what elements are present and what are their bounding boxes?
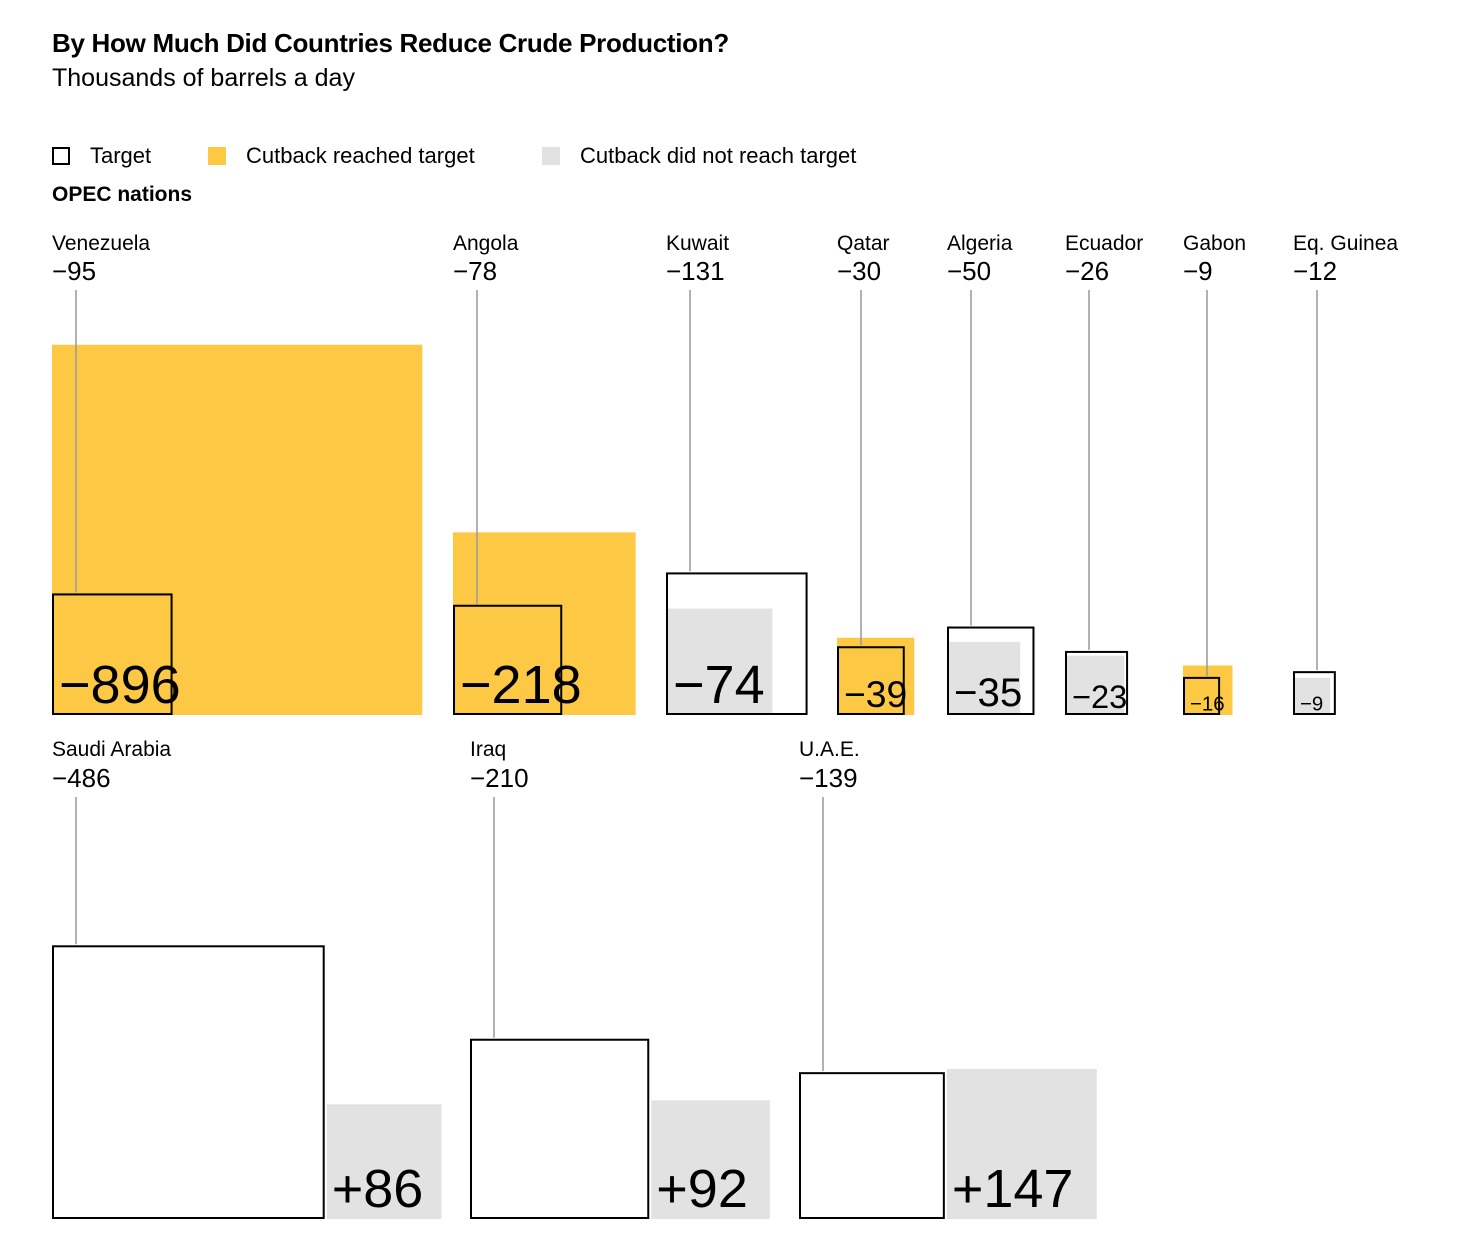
target-square-iraq (470, 1038, 650, 1220)
country-group-algeria: Algeria−50 −35 (947, 232, 1035, 715)
target-square-kuwait (666, 572, 808, 715)
actual-value-venezuela: −896 (59, 655, 181, 715)
country-name-angola: Angola (453, 232, 519, 255)
actual-value-ecuador: −23 (1072, 678, 1127, 715)
country-name-saudi-arabia: Saudi Arabia (52, 738, 171, 761)
target-square-algeria (947, 626, 1035, 715)
actual-square-qatar (837, 637, 915, 715)
country-group-gabon: Gabon−9 −16 (1183, 232, 1246, 716)
legend-swatch-reached (208, 147, 226, 165)
actual-value-iraq: +92 (656, 1159, 748, 1219)
country-group-iraq: Iraq−210 +92 (470, 738, 770, 1219)
target-square-saudi-arabia (52, 945, 325, 1219)
group-label-opec: OPEC nations (52, 183, 193, 206)
target-value-kuwait: −131 (666, 256, 725, 286)
legend-swatch-target (52, 147, 70, 165)
actual-value-kuwait: −74 (673, 655, 765, 715)
target-square-qatar (837, 646, 905, 715)
country-group-saudi-arabia: Saudi Arabia−486 +86 (52, 738, 442, 1219)
target-value-ecuador: −26 (1065, 256, 1109, 286)
country-name-algeria: Algeria (947, 232, 1013, 255)
actual-square-iraq (651, 1100, 770, 1219)
target-square-eq-guinea (1293, 671, 1336, 715)
country-name-gabon: Gabon (1183, 232, 1246, 255)
target-square-u-a-e (799, 1072, 945, 1219)
target-value-u-a-e: −139 (799, 763, 858, 793)
target-square-ecuador (1065, 650, 1129, 715)
actual-square-algeria (947, 641, 1021, 715)
actual-value-saudi-arabia: +86 (332, 1159, 424, 1219)
actual-value-u-a-e: +147 (952, 1159, 1074, 1219)
target-value-venezuela: −95 (52, 256, 96, 286)
country-group-kuwait: Kuwait−131 −74 (666, 232, 808, 715)
legend-label-not-reached: Cutback did not reach target (580, 143, 857, 168)
country-name-venezuela: Venezuela (52, 232, 150, 255)
country-group-eq-guinea: Eq. Guinea−12 −9 (1293, 232, 1398, 716)
country-name-iraq: Iraq (470, 738, 506, 761)
target-value-saudi-arabia: −486 (52, 763, 111, 793)
actual-square-angola (453, 532, 636, 715)
actual-value-eq-guinea: −9 (1300, 694, 1323, 716)
country-group-venezuela: Venezuela−95 −896 (52, 232, 423, 715)
country-name-qatar: Qatar (837, 232, 890, 255)
actual-value-angola: −218 (460, 655, 582, 715)
legend-item-reached: Cutback reached target (208, 142, 475, 170)
actual-square-u-a-e (946, 1069, 1097, 1219)
actual-square-eq-guinea (1293, 677, 1331, 715)
legend-label-target: Target (90, 143, 152, 168)
actual-square-kuwait (666, 608, 773, 715)
country-name-ecuador: Ecuador (1065, 232, 1143, 255)
actual-square-venezuela (52, 344, 423, 715)
target-value-iraq: −210 (470, 763, 529, 793)
actual-square-saudi-arabia (326, 1104, 442, 1219)
legend-swatch-not-reached (542, 147, 560, 165)
actual-square-ecuador (1065, 655, 1125, 715)
legend-item-target: Target (52, 142, 151, 170)
chart-title: By How Much Did Countries Reduce Crude P… (52, 28, 729, 58)
country-name-u-a-e: U.A.E. (799, 738, 860, 761)
target-square-gabon (1183, 676, 1221, 716)
target-value-gabon: −9 (1183, 256, 1213, 286)
chart-subtitle: Thousands of barrels a day (52, 64, 355, 92)
target-value-qatar: −30 (837, 256, 881, 286)
target-value-algeria: −50 (947, 256, 991, 286)
country-group-ecuador: Ecuador−26 −23 (1065, 232, 1143, 715)
target-square-venezuela (52, 593, 173, 715)
actual-value-gabon: −16 (1190, 694, 1225, 716)
country-name-eq-guinea: Eq. Guinea (1293, 232, 1398, 255)
target-value-eq-guinea: −12 (1293, 256, 1337, 286)
actual-value-algeria: −35 (954, 670, 1022, 715)
actual-value-qatar: −39 (844, 673, 907, 715)
country-group-qatar: Qatar−30 −39 (837, 232, 915, 715)
country-group-angola: Angola−78 −218 (453, 232, 636, 715)
legend-item-not-reached: Cutback did not reach target (542, 142, 856, 170)
legend-label-reached: Cutback reached target (246, 143, 475, 168)
country-group-u-a-e: U.A.E.−139 +147 (799, 738, 1097, 1219)
country-name-kuwait: Kuwait (666, 232, 729, 255)
target-value-angola: −78 (453, 256, 497, 286)
target-square-angola (453, 604, 563, 715)
